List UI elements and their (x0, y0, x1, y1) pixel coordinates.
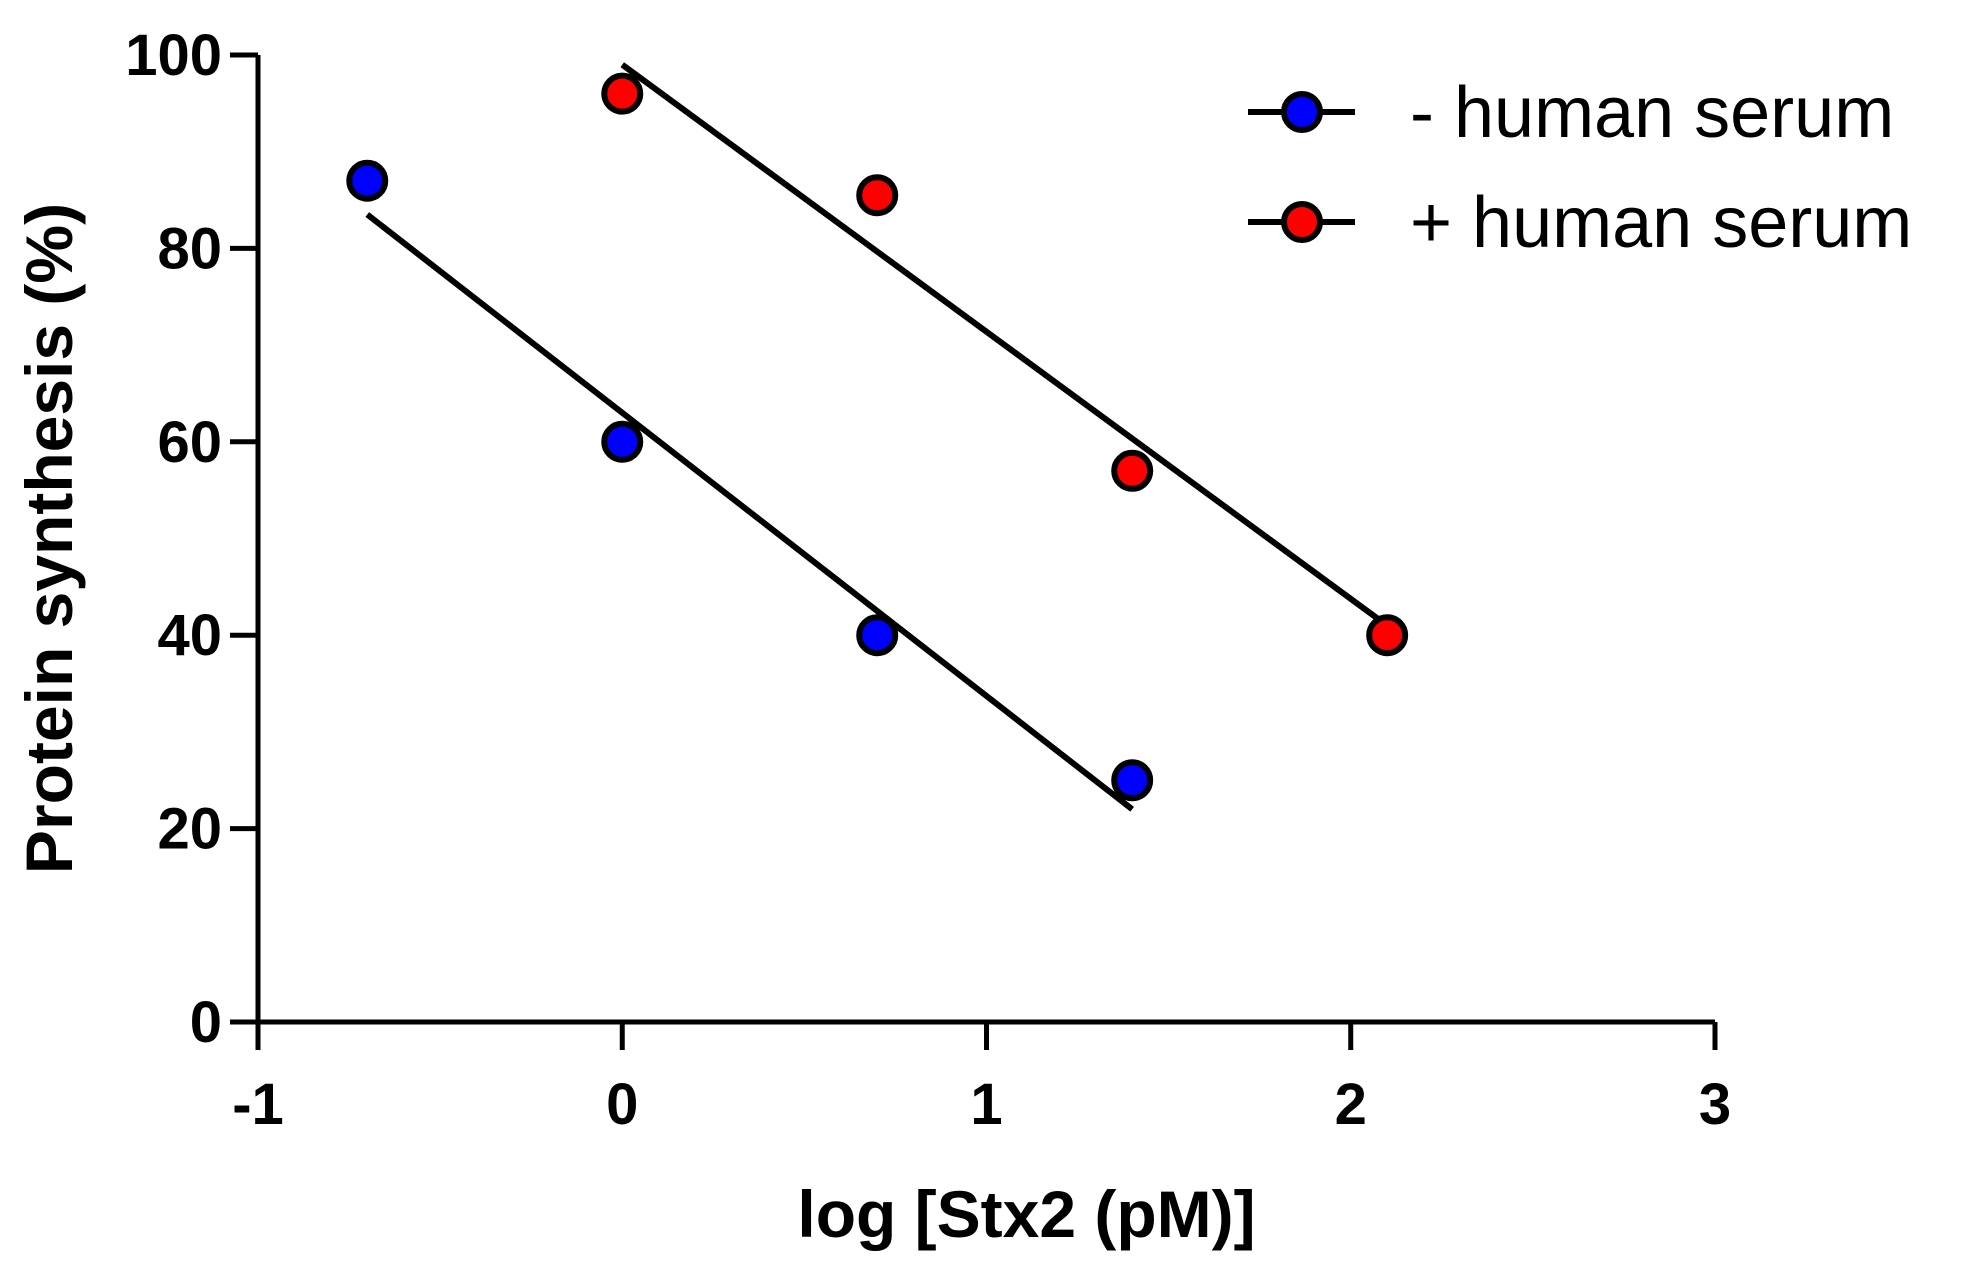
y-ticks: 0 20 40 60 80 100 (125, 23, 258, 1055)
data-point (346, 159, 389, 202)
x-tick-label: 2 (1335, 1072, 1367, 1137)
x-tick-label: 1 (970, 1072, 1002, 1137)
y-tick-label: 40 (157, 603, 222, 668)
data-point (856, 174, 899, 217)
x-tick-label: 0 (606, 1072, 638, 1137)
legend: - human serum + human serum (1248, 73, 1912, 263)
x-tick-label: -1 (232, 1072, 284, 1137)
fit-lines (365, 62, 1389, 812)
x-axis-title: log [Stx2 (pM)] (797, 1177, 1255, 1251)
y-tick-label: 0 (190, 990, 222, 1055)
legend-label: + human serum (1410, 183, 1912, 263)
legend-label: - human serum (1410, 73, 1894, 153)
data-points (346, 72, 1409, 802)
x-ticks: -1 0 1 2 3 (232, 1022, 1731, 1137)
data-point (1111, 759, 1154, 802)
legend-marker (1281, 91, 1323, 133)
y-tick-label: 60 (157, 410, 222, 475)
y-tick-label: 100 (125, 23, 222, 88)
data-point (856, 614, 899, 657)
x-tick-label: 3 (1699, 1072, 1731, 1137)
y-tick-label: 20 (157, 797, 222, 862)
data-point (1366, 614, 1409, 657)
fit-line (620, 62, 1389, 628)
data-point (601, 420, 644, 463)
fit-line (365, 212, 1135, 812)
y-axis-title: Protein synthesis (%) (12, 203, 86, 874)
data-point (1111, 449, 1154, 492)
y-tick-label: 80 (157, 216, 222, 281)
data-point (601, 72, 644, 115)
legend-marker (1281, 201, 1323, 243)
